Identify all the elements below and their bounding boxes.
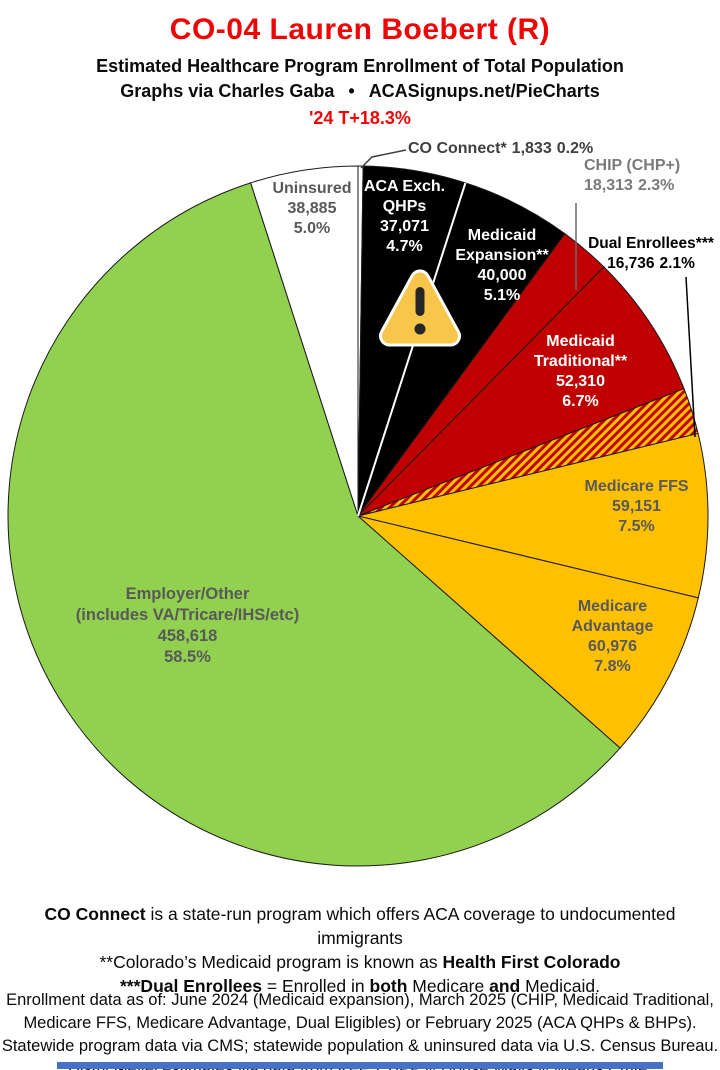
page-title: CO-04 Lauren Boebert (R) xyxy=(169,13,551,46)
slice-divider-line xyxy=(357,182,467,517)
header: CO-04 Lauren Boebert (R) Estimated Healt… xyxy=(0,0,720,129)
source-notes-block: Enrollment data as of: June 2024 (Medica… xyxy=(0,989,720,1070)
footer-accent-bar xyxy=(57,1062,663,1069)
pie-slice-employer-other xyxy=(7,182,621,867)
leader-line-co-connect xyxy=(360,149,407,169)
byline: Graphs via Charles Gaba • ACASignups.net… xyxy=(0,81,720,102)
warning-icon xyxy=(379,269,461,347)
pie-slice-medicare-advantage xyxy=(357,515,699,749)
byline-author: Graphs via Charles Gaba xyxy=(120,81,335,101)
pie-slice-medicare-ffs xyxy=(357,432,709,599)
source-note-line: Medicare FFS, Medicare Advantage, Dual E… xyxy=(23,1014,697,1032)
footnote-co-connect: CO Connect is a state-run program which … xyxy=(44,904,676,948)
leader-line-dual-enrollees xyxy=(685,276,696,438)
byline-site: ACASignups.net/PieCharts xyxy=(368,81,600,101)
footnotes-block: CO Connect is a state-run program which … xyxy=(0,902,720,998)
chart-subtitle: Estimated Healthcare Program Enrollment … xyxy=(96,56,624,76)
footnote-medicaid-name: **Colorado’s Medicaid program is known a… xyxy=(99,952,621,972)
bullet-separator-icon: • xyxy=(348,81,355,101)
source-note-line: Statewide program data via CMS; statewid… xyxy=(1,1037,719,1055)
trend-annotation: '24 T+18.3% xyxy=(309,108,411,128)
pie-slice-uninsured xyxy=(250,165,359,517)
footnote-dual-enrollees: ***Dual Enrollees = Enrolled in both Med… xyxy=(120,976,600,996)
pie-slice-medicaid-traditional xyxy=(357,266,685,517)
source-note-line: Enrollment data as of: June 2024 (Medica… xyxy=(6,991,714,1009)
